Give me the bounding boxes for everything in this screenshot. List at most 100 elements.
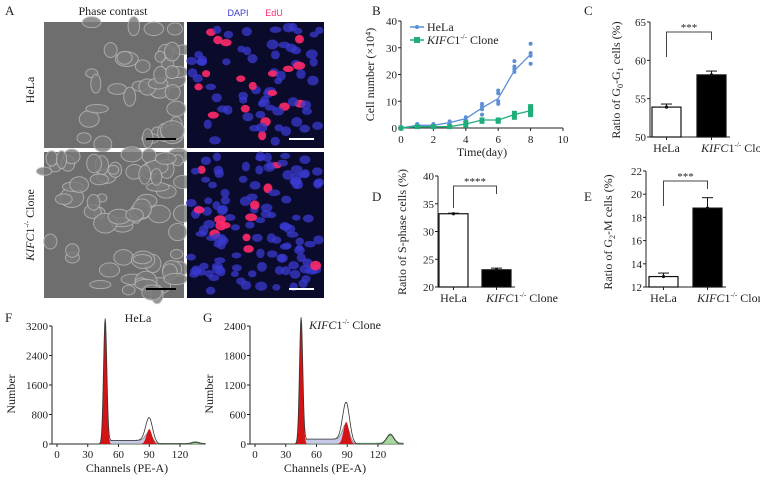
dapi-nucleus [189,271,200,278]
label-part: KIFC [700,141,729,155]
dapi-nucleus [217,105,229,113]
dapi-nucleus [263,162,276,172]
data-point [480,112,484,117]
y-tick-label: 20 [423,282,435,294]
edu-nucleus [293,61,306,70]
data-point [528,112,534,118]
dapi-nucleus [204,269,214,278]
cell [159,120,185,141]
cell [113,249,134,266]
dapi-nucleus [242,112,254,122]
data-point [511,114,517,120]
data-point [664,105,669,109]
y-tick-label: 1600 [26,380,49,392]
data-point [463,115,468,120]
dapi-nucleus [185,199,197,207]
dapi-nucleus [309,57,318,67]
edu-nucleus [242,233,251,242]
dapi-nucleus [249,181,261,190]
row-label-hela: HeLa [23,76,37,103]
dapi-nucleus [291,117,303,127]
cell [134,59,151,74]
y-tick-label: 30 [386,43,398,55]
y-tick-label: 20 [631,189,643,201]
dapi-nucleus [245,221,255,229]
y-tick-label: 1800 [224,351,247,363]
cell [169,248,184,260]
dapi-nucleus [291,214,301,221]
label-part: 1 [724,291,730,305]
dapi-nucleus [287,97,299,107]
dapi-nucleus [313,235,324,245]
dapi-nucleus [282,170,294,180]
edu-nucleus [213,35,223,45]
dapi-nucleus [209,136,221,145]
phase-contrast-header: Phase contrast [79,4,149,18]
cell [132,254,153,265]
dapi-nucleus [202,206,213,216]
row-label-ko: KIFC1-/- Clone [23,189,37,262]
edu-nucleus [215,220,227,231]
x-tick-label: KIFC1-/- Clone [696,291,760,305]
dapi-nucleus [237,45,246,53]
dapi-nucleus [304,240,316,248]
dapi-nucleus [231,264,242,272]
dapi-nucleus [302,214,314,223]
dapi-nucleus [230,224,241,231]
dapi-nucleus [276,159,289,167]
dapi-nucleus [288,261,300,270]
label-part: Clone [526,291,558,305]
cell [120,146,143,163]
y-tick-label: 600 [230,410,247,422]
y-tick-label: 55 [635,94,647,106]
dapi-nucleus [312,167,323,176]
dapi-nucleus [289,269,301,279]
dapi-nucleus [281,195,292,204]
x-axis-label: Channels (PE-A) [86,461,168,475]
y-tick-label: 22 [631,166,642,178]
dapi-nucleus [252,233,263,242]
legend-marker [415,25,419,29]
x-tick-label: KIFC1-/- Clone [700,141,760,155]
g0g1-peak [87,321,206,444]
dapi-nucleus [255,110,266,119]
dapi-nucleus [283,224,296,234]
cell [166,22,183,36]
cell [165,65,180,80]
y-tick-label: 30 [423,227,435,239]
edu-nucleus [282,65,294,73]
cell [76,132,92,144]
growth-curve-chart: 0 10 20 30 40 0 2 4 6 8 10 Time(day) Cell number (×1… [363,16,569,159]
label-part: Clone [349,318,381,332]
panel-label-b: B [372,3,381,18]
cell [89,280,112,290]
x-tick-label: 0 [54,449,60,461]
data-point [705,206,710,210]
data-point [661,274,666,279]
data-point [447,124,453,130]
label-part: 0 [616,84,625,88]
dapi-nucleus [299,124,311,133]
x-axis-label: Channels (PE-A) [284,461,366,475]
data-point [528,61,533,66]
cell [141,284,163,301]
dapi-nucleus [300,169,310,179]
dapi-nucleus [268,189,281,197]
dapi-nucleus [255,122,268,133]
label-part: Clone [737,291,760,305]
dapi-nucleus [315,26,324,35]
edu-nucleus [248,81,257,91]
significance-bracket [453,185,497,209]
x-tick-label: 0 [398,134,404,146]
panel-label-d: D [372,189,381,204]
x-axis-label: Time(day) [457,145,507,159]
x-tick-label: 8 [528,134,534,146]
g2m-peak [87,429,206,444]
dapi-nucleus [266,250,278,258]
edu-nucleus [243,245,254,253]
legend-label-part: Clone [467,33,499,47]
cell [153,66,168,84]
dapi-nucleus [194,51,203,59]
histogram-title: HeLa [125,311,152,325]
